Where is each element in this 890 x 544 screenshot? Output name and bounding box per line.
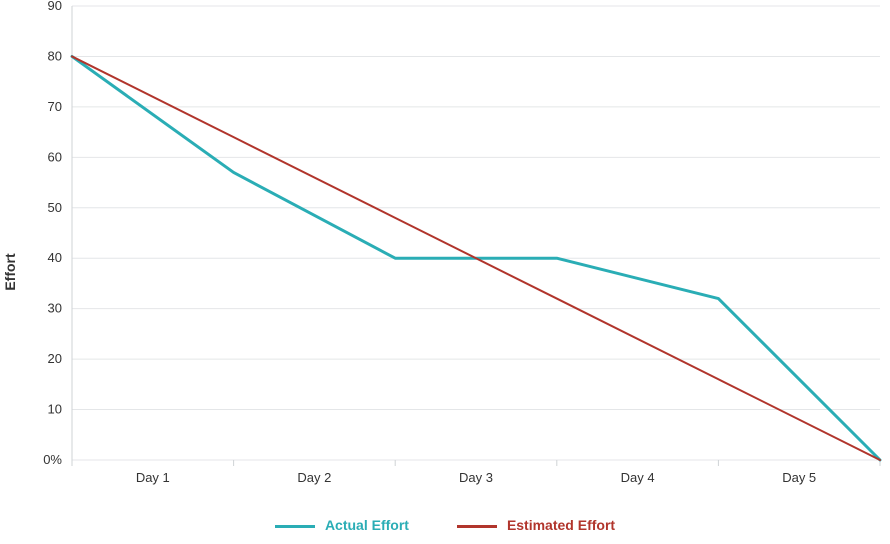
y-tick-label: 90 bbox=[48, 0, 62, 13]
legend-swatch bbox=[457, 525, 497, 528]
y-tick-label: 20 bbox=[48, 351, 62, 366]
y-tick-label: 40 bbox=[48, 250, 62, 265]
chart-legend: Actual Effort Estimated Effort bbox=[0, 516, 890, 533]
burndown-chart: Effort 0% 10 20 30 40 50 60 70 80 90 Day 1 Day 2 Day… bbox=[0, 0, 890, 544]
legend-label: Actual Effort bbox=[325, 517, 409, 533]
y-tick-label: 70 bbox=[48, 99, 62, 114]
legend-label: Estimated Effort bbox=[507, 517, 615, 533]
legend-item: Actual Effort bbox=[275, 517, 409, 533]
y-axis-label: Effort bbox=[2, 253, 18, 290]
x-tick-label: Day 3 bbox=[459, 470, 493, 485]
legend-swatch bbox=[275, 525, 315, 528]
x-tick-label: Day 4 bbox=[621, 470, 655, 485]
y-tick-label: 30 bbox=[48, 301, 62, 316]
y-tick-label: 50 bbox=[48, 200, 62, 215]
legend-item: Estimated Effort bbox=[457, 517, 615, 533]
y-tick-label: 10 bbox=[48, 402, 62, 417]
chart-plot-area: 0% 10 20 30 40 50 60 70 80 90 Day 1 Day 2 Day 3 Day 4… bbox=[0, 0, 890, 544]
x-tick-label: Day 2 bbox=[297, 470, 331, 485]
y-tick-label: 80 bbox=[48, 48, 62, 63]
x-tick-label: Day 1 bbox=[136, 470, 170, 485]
y-tick-label: 60 bbox=[48, 149, 62, 164]
y-tick-label: 0% bbox=[43, 452, 62, 467]
x-tick-label: Day 5 bbox=[782, 470, 816, 485]
